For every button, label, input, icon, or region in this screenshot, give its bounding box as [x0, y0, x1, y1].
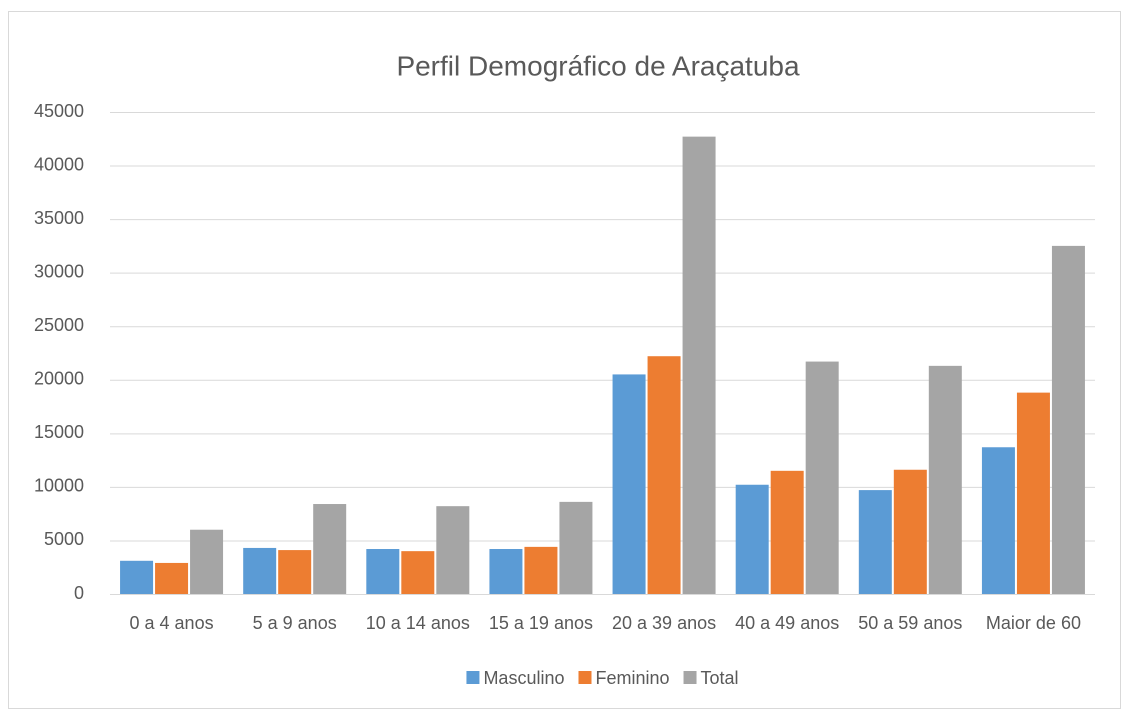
x-tick-label: 0 a 4 anos — [130, 613, 214, 633]
bar — [190, 529, 224, 594]
bar — [805, 361, 839, 594]
x-tick-label: 15 a 19 anos — [489, 613, 593, 633]
bar — [401, 551, 435, 594]
legend-label: Masculino — [483, 668, 564, 688]
bar — [155, 562, 189, 594]
y-tick-label: 20000 — [34, 369, 84, 389]
legend-swatch — [683, 671, 697, 684]
chart-title: Perfil Demográfico de Araçatuba — [396, 50, 800, 81]
legend-swatch — [578, 671, 592, 684]
y-tick-label: 40000 — [34, 154, 84, 174]
y-tick-label: 30000 — [34, 261, 84, 281]
bar — [243, 547, 277, 594]
bar — [682, 136, 716, 594]
bar — [612, 374, 646, 594]
y-tick-label: 5000 — [44, 529, 84, 549]
bar — [489, 549, 523, 594]
y-tick-label: 10000 — [34, 476, 84, 496]
x-tick-label: 10 a 14 anos — [366, 613, 470, 633]
bar — [366, 549, 400, 594]
y-tick-label: 15000 — [34, 422, 84, 442]
y-tick-label: 0 — [74, 583, 84, 603]
bar — [524, 546, 558, 594]
y-tick-label: 45000 — [34, 101, 84, 121]
bar — [313, 504, 347, 594]
y-tick-label: 25000 — [34, 315, 84, 335]
chart-border — [8, 11, 1121, 709]
bar — [735, 484, 769, 594]
legend-label: Total — [701, 668, 739, 688]
y-tick-label: 35000 — [34, 208, 84, 228]
x-tick-label: 20 a 39 anos — [612, 613, 716, 633]
bar — [278, 550, 312, 594]
bar — [770, 470, 804, 594]
bar — [647, 356, 681, 594]
x-tick-label: 40 a 49 anos — [735, 613, 839, 633]
x-tick-label: 50 a 59 anos — [858, 613, 962, 633]
bar — [559, 501, 593, 594]
bar — [436, 506, 470, 594]
legend-label: Feminino — [595, 668, 669, 688]
legend-swatch — [466, 671, 480, 684]
bar — [928, 365, 962, 594]
bar — [120, 560, 154, 594]
bar — [858, 490, 892, 594]
x-tick-label: 5 a 9 anos — [253, 613, 337, 633]
x-tick-label: Maior de 60 — [986, 613, 1081, 633]
bar — [1051, 245, 1085, 594]
bar — [1016, 392, 1050, 594]
bar — [981, 447, 1015, 594]
bar — [893, 469, 927, 594]
